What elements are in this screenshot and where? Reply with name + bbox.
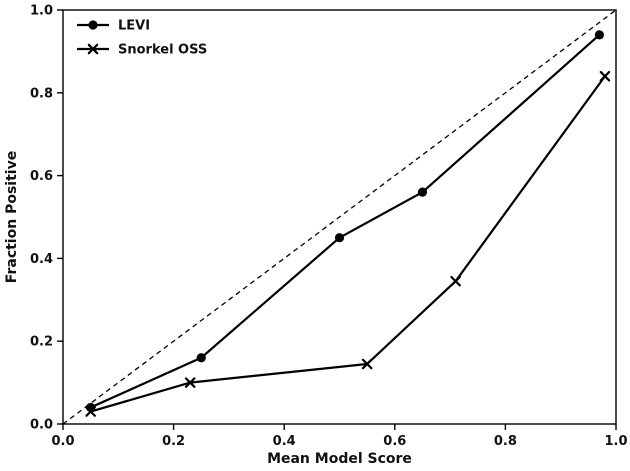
legend-levi-marker	[88, 20, 98, 30]
x-tick-label: 0.8	[494, 434, 517, 449]
snorkel-oss-point-marker	[184, 377, 196, 388]
y-tick-label: 1.0	[30, 4, 53, 19]
y-axis-label: Fraction Positive	[4, 151, 20, 283]
y-tick-label: 0.0	[30, 418, 53, 433]
snorkel-oss-line	[90, 75, 606, 413]
x-tick-label: 0.4	[273, 434, 296, 449]
x-tick-label: 0.2	[162, 434, 185, 449]
y-tick-label: 0.4	[30, 252, 53, 267]
snorkel-oss-point-marker	[85, 406, 96, 417]
levi-point-marker	[594, 30, 605, 40]
snorkel-oss-point-marker	[361, 358, 373, 370]
y-tick-label: 0.6	[30, 169, 53, 184]
levi-point-marker	[334, 233, 345, 243]
plot-frame	[62, 9, 617, 425]
y-tick-label: 0.2	[30, 335, 53, 350]
x-tick-label: 0.0	[51, 434, 74, 449]
x-tick-label: 1.0	[604, 434, 627, 449]
legend-snorkel-oss-marker	[87, 43, 99, 55]
snorkel-oss-point-marker	[599, 70, 611, 82]
x-axis-label: Mean Model Score	[267, 451, 412, 467]
legend-snorkel-oss-label: Snorkel OSS	[118, 43, 207, 58]
levi-line	[90, 34, 601, 409]
levi-point-marker	[196, 353, 206, 363]
legend-levi-label: LEVI	[118, 19, 150, 34]
reference-diagonal-line	[62, 9, 617, 425]
levi-point-marker	[417, 187, 428, 197]
y-tick-label: 0.8	[30, 86, 53, 101]
snorkel-oss-point-marker	[450, 275, 461, 287]
x-tick-label: 0.6	[383, 434, 406, 449]
